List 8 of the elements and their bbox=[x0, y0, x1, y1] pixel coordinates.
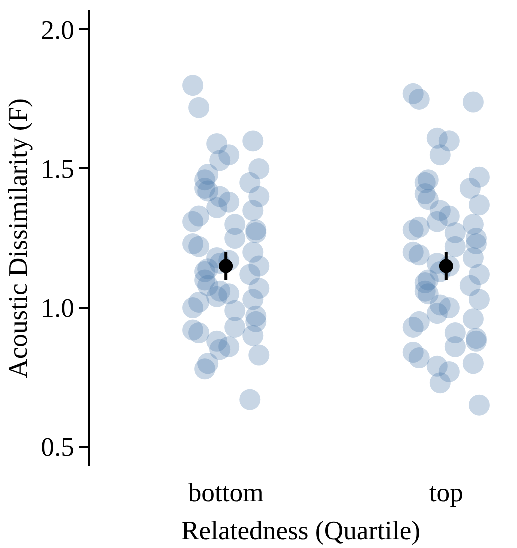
x-tick-label: bottom bbox=[188, 478, 264, 508]
y-tick-label: 0.5 bbox=[41, 432, 75, 462]
y-axis-title: Acoustic Dissimilarity (F) bbox=[3, 98, 34, 378]
y-tick-label: 1.5 bbox=[41, 154, 75, 184]
y-tick-label: 1.0 bbox=[41, 293, 75, 324]
x-axis-title: Relatedness (Quartile) bbox=[181, 516, 421, 546]
y-tick-label: 2.0 bbox=[41, 14, 75, 45]
x-tick-label: top bbox=[429, 478, 464, 508]
